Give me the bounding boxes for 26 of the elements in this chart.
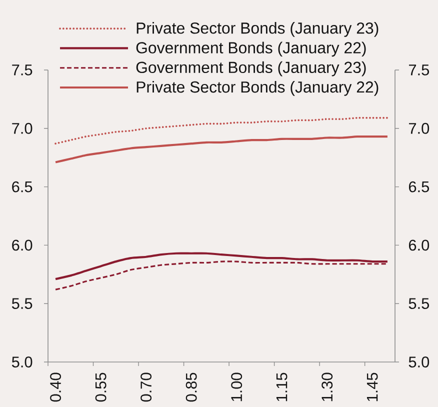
y-tick-label: 6.0 (408, 240, 430, 251)
y-tick-label: 6.5 (408, 181, 430, 192)
y2-tick-label: 5.5 (12, 298, 32, 309)
legend-label: Private Sector Bonds (January 23) (136, 22, 378, 37)
x-tick-label: 0.40 (50, 372, 62, 402)
y2-tick-label: 6.5 (12, 181, 32, 192)
y2-tick-label: 5.0 (12, 356, 32, 368)
legend-label: Government Bonds (January 22) (136, 42, 366, 57)
y2-tick-label: 6.0 (12, 240, 32, 251)
y-tick-label: 7.0 (409, 122, 430, 134)
y-tick-label: 7.5 (409, 64, 430, 76)
legend-label: Private Sector Bonds (January 22) (136, 80, 378, 96)
line-series (54, 135, 389, 164)
x-tick-label: 0.55 (95, 372, 106, 402)
y2-tick-label: 7.0 (12, 122, 32, 134)
y-tick-label: 5.5 (408, 298, 430, 309)
x-tick-label: 0.85 (186, 372, 197, 402)
legend-label: Government Bonds (January 23) (136, 61, 366, 76)
line-series (54, 116, 388, 145)
y-tick-label: 5.0 (408, 356, 430, 368)
y2-tick-label: 7.5 (12, 64, 32, 76)
x-tick-label: 1.30 (322, 372, 333, 402)
x-tick-label: 1.15 (276, 372, 288, 402)
x-tick-label: 1.00 (231, 372, 242, 402)
x-tick-label: 0.70 (140, 372, 152, 402)
x-tick-label: 1.45 (366, 372, 378, 402)
